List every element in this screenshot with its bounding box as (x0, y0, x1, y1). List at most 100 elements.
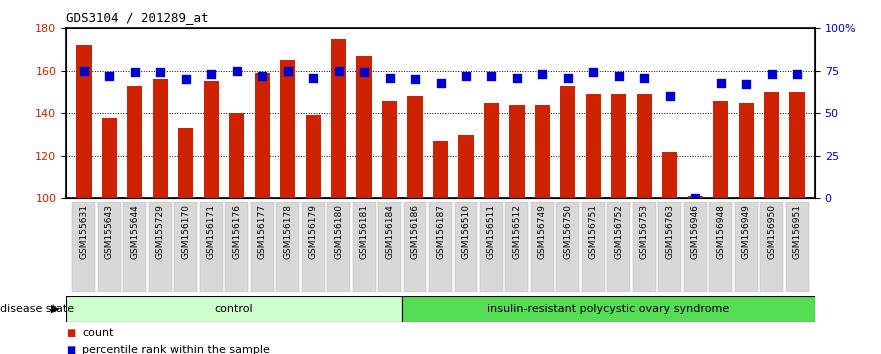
Text: GSM156181: GSM156181 (359, 205, 368, 259)
FancyBboxPatch shape (633, 202, 655, 292)
Point (128, 70, 142, 75)
FancyBboxPatch shape (429, 202, 452, 292)
Text: insulin-resistant polycystic ovary syndrome: insulin-resistant polycystic ovary syndr… (487, 304, 729, 314)
FancyBboxPatch shape (403, 202, 426, 292)
FancyBboxPatch shape (455, 202, 478, 292)
Bar (663, 152, 677, 198)
FancyBboxPatch shape (786, 202, 809, 292)
Bar (101, 118, 117, 198)
Text: GSM156178: GSM156178 (283, 205, 292, 259)
FancyBboxPatch shape (327, 202, 350, 292)
FancyBboxPatch shape (531, 202, 554, 292)
FancyBboxPatch shape (709, 202, 732, 292)
Text: GSM156187: GSM156187 (436, 205, 445, 259)
Text: GDS3104 / 201289_at: GDS3104 / 201289_at (66, 11, 209, 24)
Bar (306, 115, 321, 198)
Point (459, 73, 473, 79)
Text: GSM156763: GSM156763 (665, 205, 674, 259)
Bar (637, 94, 652, 198)
Text: GSM156510: GSM156510 (462, 205, 470, 259)
Text: GSM156949: GSM156949 (742, 205, 751, 259)
FancyBboxPatch shape (277, 202, 300, 292)
Bar (255, 73, 270, 198)
Text: GSM156512: GSM156512 (513, 205, 522, 259)
FancyBboxPatch shape (403, 296, 815, 322)
FancyBboxPatch shape (607, 202, 630, 292)
Text: GSM155644: GSM155644 (130, 205, 139, 259)
Point (688, 195, 702, 201)
FancyBboxPatch shape (123, 202, 146, 292)
FancyBboxPatch shape (98, 202, 121, 292)
Bar (789, 92, 804, 198)
Point (255, 73, 270, 79)
Point (204, 72, 218, 77)
Point (281, 68, 295, 74)
Point (382, 75, 396, 80)
Point (433, 80, 448, 86)
Text: GSM156170: GSM156170 (181, 205, 190, 259)
Text: GSM155631: GSM155631 (79, 205, 88, 259)
Text: disease state: disease state (0, 304, 74, 314)
Bar (484, 103, 499, 198)
Point (790, 72, 804, 77)
FancyBboxPatch shape (557, 202, 580, 292)
Point (611, 73, 626, 79)
Text: GSM156180: GSM156180 (334, 205, 343, 259)
Point (739, 81, 753, 87)
Bar (357, 56, 372, 198)
Text: GSM156951: GSM156951 (793, 205, 802, 259)
Bar (611, 94, 626, 198)
Point (306, 75, 320, 80)
Bar (509, 105, 524, 198)
FancyBboxPatch shape (174, 202, 197, 292)
Point (77, 68, 91, 74)
Text: ■: ■ (66, 328, 75, 338)
Text: GSM156186: GSM156186 (411, 205, 419, 259)
Bar (738, 103, 754, 198)
Point (510, 75, 524, 80)
Point (765, 72, 779, 77)
Text: GSM156753: GSM156753 (640, 205, 648, 259)
FancyBboxPatch shape (506, 202, 529, 292)
Text: GSM156184: GSM156184 (385, 205, 394, 259)
Bar (280, 60, 295, 198)
FancyBboxPatch shape (72, 202, 95, 292)
Text: percentile rank within the sample: percentile rank within the sample (82, 346, 270, 354)
FancyBboxPatch shape (735, 202, 758, 292)
FancyBboxPatch shape (301, 202, 324, 292)
Point (485, 73, 499, 79)
Bar (687, 196, 703, 198)
FancyBboxPatch shape (658, 202, 681, 292)
Text: GSM156948: GSM156948 (716, 205, 725, 259)
Point (331, 68, 345, 74)
Point (179, 76, 193, 82)
FancyBboxPatch shape (352, 202, 375, 292)
Text: GSM156950: GSM156950 (767, 205, 776, 259)
Text: GSM156751: GSM156751 (589, 205, 598, 259)
Bar (229, 113, 244, 198)
Bar (331, 39, 346, 198)
Bar (586, 94, 601, 198)
FancyBboxPatch shape (684, 202, 707, 292)
Text: GSM156752: GSM156752 (614, 205, 623, 259)
Point (102, 73, 116, 79)
Text: GSM156171: GSM156171 (207, 205, 216, 259)
FancyBboxPatch shape (760, 202, 783, 292)
Bar (458, 135, 474, 198)
Point (586, 70, 600, 75)
FancyBboxPatch shape (581, 202, 604, 292)
Text: GSM156179: GSM156179 (308, 205, 318, 259)
Bar (77, 45, 92, 198)
FancyBboxPatch shape (378, 202, 401, 292)
Point (714, 80, 728, 86)
Point (536, 72, 550, 77)
Bar (713, 101, 729, 198)
Bar (152, 79, 168, 198)
Bar (433, 141, 448, 198)
Point (153, 70, 167, 75)
Text: GSM156946: GSM156946 (691, 205, 700, 259)
Text: ▶: ▶ (50, 304, 59, 314)
Text: GSM156177: GSM156177 (258, 205, 267, 259)
Text: GSM156511: GSM156511 (487, 205, 496, 259)
FancyBboxPatch shape (149, 202, 172, 292)
